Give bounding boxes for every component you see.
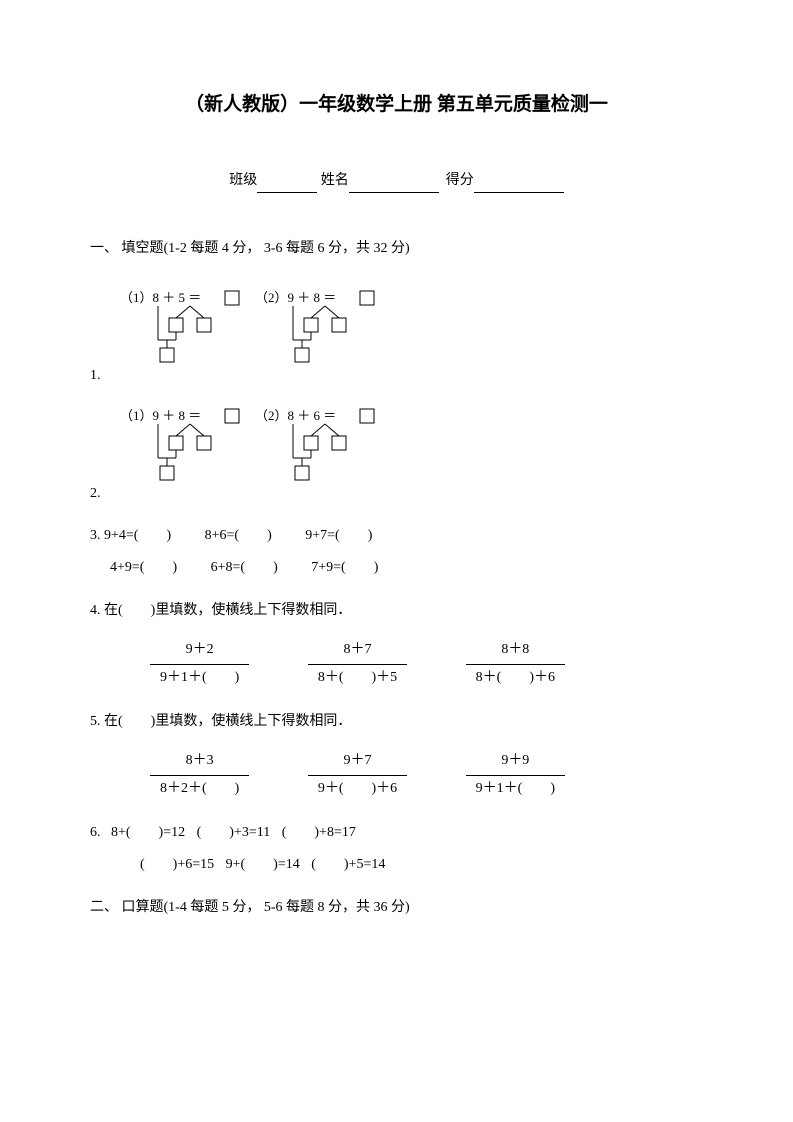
eq1-text-p2: （1）9 ＋ 8 ＝ — [120, 408, 201, 423]
frac-item[interactable]: 8＋8 8＋( )＋6 — [466, 637, 565, 691]
section2-header: 二、 口算题(1-4 每题 5 分， 5-6 每题 8 分，共 36 分) — [90, 897, 703, 919]
frac-item[interactable]: 8＋3 8＋2＋( ) — [150, 748, 249, 802]
p6-eq[interactable]: ( )+6=15 — [140, 854, 214, 876]
p6-eq[interactable]: ( )+3=11 — [197, 822, 271, 844]
problem-6: 6. 8+( )=12 ( )+3=11 ( )+8=17 ( )+6=15 9… — [90, 822, 703, 877]
problem-1: （1）8 ＋ 5 ＝ （2）9 ＋ 8 ＝ — [90, 290, 703, 387]
frac-item[interactable]: 9＋2 9＋1＋( ) — [150, 637, 249, 691]
p3-eq[interactable]: 7+9=( ) — [311, 557, 378, 579]
p6-eq[interactable]: 8+( )=12 — [111, 822, 185, 844]
p3-eq[interactable]: 9+4=( ) — [104, 525, 171, 547]
problem-2: （1）9 ＋ 8 ＝ （2）8 ＋ 6 ＝ 2. — [90, 408, 703, 505]
problem-1-num: 1. — [90, 365, 101, 387]
problem-4-text: 4. 在( )里填数，使横线上下得数相同． — [90, 600, 703, 622]
p6-eq[interactable]: ( )+8=17 — [282, 822, 356, 844]
p3-eq[interactable]: 8+6=( ) — [205, 525, 272, 547]
score-label: 得分 — [446, 173, 474, 188]
problem-5: 5. 在( )里填数，使横线上下得数相同． 8＋3 8＋2＋( ) 9＋7 9＋… — [90, 711, 703, 802]
section1-header: 一、 填空题(1-2 每题 4 分， 3-6 每题 6 分，共 32 分) — [90, 238, 703, 260]
p6-eq[interactable]: ( )+5=14 — [311, 854, 385, 876]
class-blank[interactable] — [257, 177, 317, 193]
p3-eq[interactable]: 9+7=( ) — [305, 525, 372, 547]
frac-item[interactable]: 9＋7 9＋( )＋6 — [308, 748, 407, 802]
name-label: 姓名 — [321, 173, 349, 188]
problem-3: 3. 9+4=( ) 8+6=( ) 9+7=( ) 4+9=( ) 6+8=(… — [90, 525, 703, 580]
student-info-line: 班级 姓名 得分 — [90, 170, 703, 192]
p3-eq[interactable]: 6+8=( ) — [211, 557, 278, 579]
problem-2-num: 2. — [90, 483, 101, 505]
class-label: 班级 — [229, 173, 257, 188]
problem-2-diagram: （1）9 ＋ 8 ＝ （2）8 ＋ 6 ＝ — [120, 408, 420, 483]
frac-item[interactable]: 9＋9 9＋1＋( ) — [466, 748, 565, 802]
eq1-text: （1）8 ＋ 5 ＝ — [120, 290, 201, 305]
p6-eq[interactable]: 9+( )=14 — [226, 854, 300, 876]
problem-4: 4. 在( )里填数，使横线上下得数相同． 9＋2 9＋1＋( ) 8＋7 8＋… — [90, 600, 703, 691]
problem-5-text: 5. 在( )里填数，使横线上下得数相同． — [90, 711, 703, 733]
p3-eq[interactable]: 4+9=( ) — [110, 557, 177, 579]
problem-6-num: 6. — [90, 825, 101, 840]
eq2-text-p2: （2）8 ＋ 6 ＝ — [255, 408, 336, 423]
problem-1-diagram: （1）8 ＋ 5 ＝ （2）9 ＋ 8 ＝ — [120, 290, 420, 365]
eq2-text: （2）9 ＋ 8 ＝ — [255, 290, 336, 305]
name-blank[interactable] — [349, 177, 439, 193]
frac-item[interactable]: 8＋7 8＋( )＋5 — [308, 637, 407, 691]
problem-3-num: 3. — [90, 528, 101, 543]
page-title: （新人教版）一年级数学上册 第五单元质量检测一 — [90, 90, 703, 120]
score-blank[interactable] — [474, 177, 564, 193]
